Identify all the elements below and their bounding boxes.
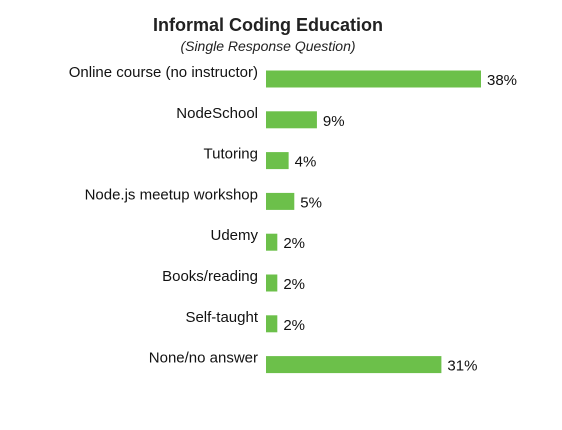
category-label: Tutoring <box>204 146 258 163</box>
category-label: Self-taught <box>185 309 258 326</box>
data-label: 2% <box>283 235 305 252</box>
bar <box>266 111 317 129</box>
data-label: 5% <box>300 194 322 211</box>
bar <box>266 274 278 292</box>
bar <box>266 356 442 374</box>
bar <box>266 192 295 210</box>
data-label: 9% <box>323 113 345 130</box>
bar <box>266 70 481 88</box>
data-label: 2% <box>283 276 305 293</box>
category-label: NodeSchool <box>176 105 258 122</box>
category-label: Node.js meetup workshop <box>85 186 258 203</box>
bar <box>266 233 278 251</box>
bar <box>266 152 289 170</box>
category-label: None/no answer <box>149 350 258 367</box>
category-label: Udemy <box>210 227 258 244</box>
data-label: 4% <box>295 154 317 171</box>
data-label: 38% <box>487 72 517 89</box>
chart-subtitle: (Single Response Question) <box>180 38 355 54</box>
category-label: Online course (no instructor) <box>69 64 258 81</box>
bar <box>266 315 278 333</box>
chart-title: Informal Coding Education <box>153 15 383 35</box>
bars-group: Online course (no instructor) 38% NodeScho… <box>69 64 517 375</box>
data-label: 31% <box>447 358 477 375</box>
data-label: 2% <box>283 317 305 334</box>
category-label: Books/reading <box>162 268 258 285</box>
